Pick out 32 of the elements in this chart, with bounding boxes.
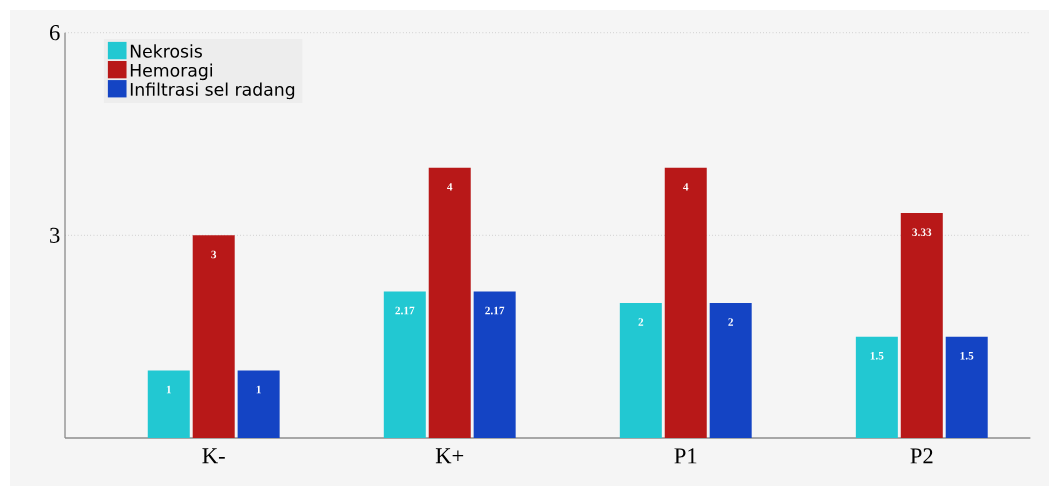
data-label: 2.17	[395, 306, 415, 315]
legend-label: Nekrosis	[130, 44, 202, 58]
x-tick-label: P2	[910, 448, 933, 464]
y-tick-label: 6	[50, 25, 60, 41]
data-label: 4	[683, 183, 689, 191]
data-label: 3.33	[912, 228, 932, 237]
bar	[619, 302, 662, 438]
x-tick-label: K-	[202, 448, 225, 464]
bar	[147, 370, 190, 438]
bar	[428, 167, 471, 438]
legend-label: Infiltrasi sel radang	[130, 82, 295, 100]
bar	[855, 336, 898, 438]
bar	[383, 291, 426, 438]
data-label: 1	[256, 385, 261, 394]
legend-label: Hemoragi	[130, 63, 213, 81]
bar	[664, 167, 707, 438]
data-label: 1.5	[870, 352, 884, 360]
bar	[473, 291, 516, 438]
data-label: 1	[166, 385, 172, 394]
data-label: 2.17	[485, 306, 505, 315]
bar	[192, 235, 235, 438]
data-label: 3	[211, 250, 217, 259]
data-label: 4	[447, 183, 453, 191]
data-label: 1.5	[960, 352, 974, 360]
x-tick-label: P1	[674, 448, 697, 464]
x-tick-label: K+	[435, 448, 464, 464]
bar	[709, 302, 752, 438]
bar	[945, 336, 988, 438]
data-label: 2	[638, 318, 644, 326]
bar	[237, 370, 280, 438]
data-label: 2	[728, 318, 734, 326]
bar	[900, 213, 943, 438]
